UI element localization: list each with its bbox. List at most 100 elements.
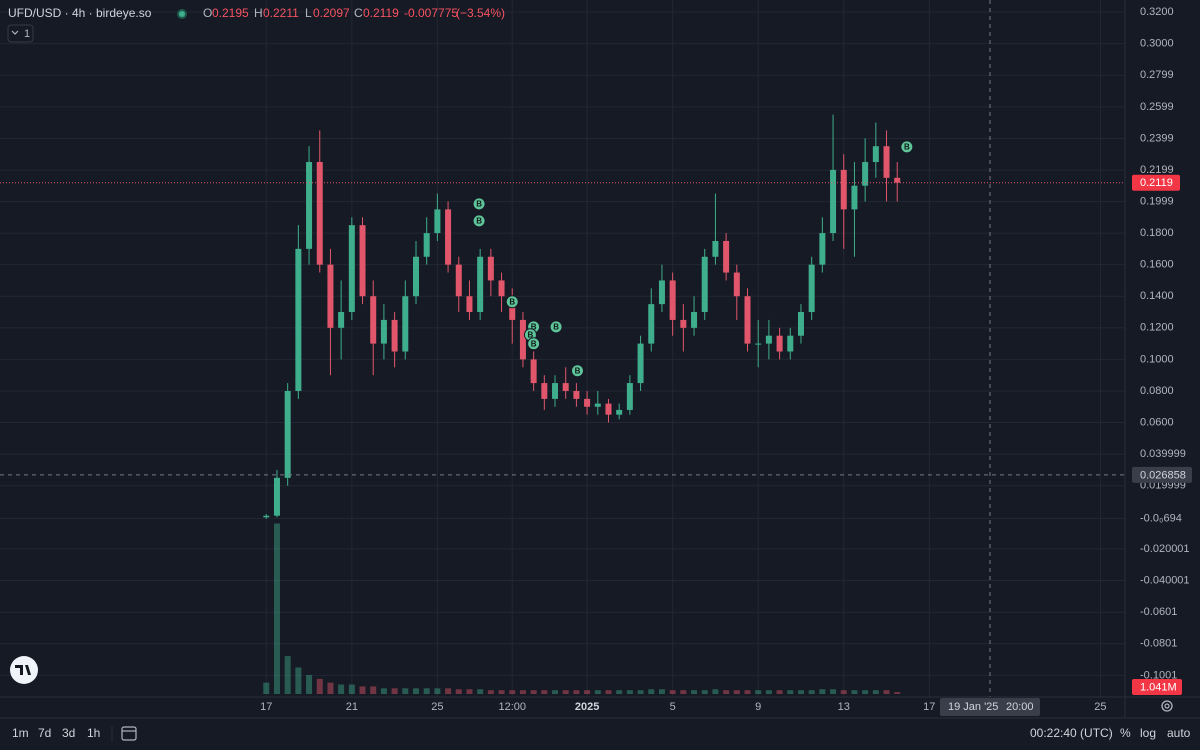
candle-body bbox=[584, 398, 591, 407]
candle-body bbox=[808, 264, 815, 313]
x-tick-label: 5 bbox=[670, 701, 676, 713]
y-tick-label: -0.040001 bbox=[1140, 574, 1190, 586]
x-tick-label: 17 bbox=[923, 701, 935, 713]
range-button[interactable]: 7d bbox=[38, 726, 51, 740]
volume-pane bbox=[263, 523, 901, 694]
marker-label: B bbox=[575, 366, 581, 375]
volume-bar bbox=[284, 656, 291, 694]
range-button[interactable]: 3d bbox=[62, 726, 75, 740]
ohlc-low: 0.2097 bbox=[313, 6, 350, 20]
candle-body bbox=[455, 264, 462, 297]
ohlc-l-label: L bbox=[305, 6, 312, 20]
y-tick-label: 0.1400 bbox=[1140, 290, 1174, 302]
volume-bar bbox=[851, 690, 858, 694]
volume-bar bbox=[648, 689, 655, 694]
volume-bar bbox=[584, 690, 591, 694]
ohlc-o-label: O bbox=[203, 6, 212, 20]
gear bbox=[1161, 700, 1173, 712]
settings-icon[interactable] bbox=[1161, 700, 1173, 712]
marker-label: B bbox=[553, 322, 559, 331]
marker-label: B bbox=[528, 330, 534, 339]
crosshair-price-label: 0.026858 bbox=[1140, 469, 1186, 481]
candle-body bbox=[380, 319, 387, 344]
auto-toggle[interactable]: auto bbox=[1167, 726, 1191, 740]
volume-bar bbox=[819, 689, 826, 694]
buy-marker: B bbox=[549, 320, 563, 334]
log-toggle[interactable]: log bbox=[1140, 726, 1156, 740]
buy-marker: B bbox=[472, 197, 486, 211]
volume-bar bbox=[691, 690, 698, 694]
candle-body bbox=[755, 343, 762, 345]
candle-body bbox=[263, 515, 270, 518]
candle-body bbox=[605, 403, 612, 415]
candle-body bbox=[712, 240, 719, 257]
volume-bar bbox=[562, 690, 569, 694]
candle-body bbox=[316, 162, 323, 265]
candle-body bbox=[830, 169, 837, 234]
volume-bar bbox=[263, 682, 270, 694]
candle-body bbox=[765, 335, 772, 344]
candle-body bbox=[434, 209, 441, 234]
y-tick-label: 0.1200 bbox=[1140, 322, 1174, 334]
volume-bar bbox=[830, 689, 837, 694]
status-dot bbox=[179, 11, 185, 17]
volume-bar bbox=[455, 689, 462, 694]
buy-marker: B bbox=[527, 337, 541, 351]
volume-bar bbox=[552, 690, 559, 694]
candle-body bbox=[797, 312, 804, 336]
y-tick-label: 0.2399 bbox=[1140, 132, 1174, 144]
volume-bar bbox=[530, 690, 537, 694]
y-tick-label: -0.0801 bbox=[1140, 638, 1177, 650]
marker-label: B bbox=[509, 297, 515, 306]
volume-bar bbox=[797, 690, 804, 694]
collapse-button[interactable] bbox=[7, 24, 34, 43]
volume-bar bbox=[755, 690, 762, 694]
candle-body bbox=[541, 383, 548, 399]
collapse-count: 1 bbox=[24, 28, 30, 40]
crosshair-time: 20:00 bbox=[1006, 701, 1034, 713]
y-tick-label: 0.3200 bbox=[1140, 6, 1174, 18]
volume-bar bbox=[477, 689, 484, 694]
x-tick-label: 2025 bbox=[575, 701, 599, 713]
volume-bar bbox=[712, 689, 719, 694]
ohlc-change-percent: (−3.54%) bbox=[456, 6, 505, 20]
volume-bar bbox=[680, 690, 687, 694]
marker-circle bbox=[472, 197, 486, 211]
buy-marker: B bbox=[505, 295, 519, 309]
volume-bar bbox=[744, 690, 751, 694]
ohlc-legend: O 0.2195 H 0.2211 L 0.2097 C 0.2119 -0.007775(−3… bbox=[203, 6, 505, 20]
range-button[interactable]: 1h bbox=[87, 726, 100, 740]
volume-bar bbox=[306, 675, 313, 694]
candle-body bbox=[391, 319, 398, 352]
volume-bar bbox=[316, 678, 323, 694]
tv-logo[interactable] bbox=[10, 656, 38, 684]
volume-bar bbox=[273, 523, 280, 694]
candle-body bbox=[466, 296, 473, 313]
buy-marker: B bbox=[900, 140, 914, 154]
candle-body bbox=[862, 162, 869, 186]
candle-body bbox=[552, 383, 559, 399]
volume-bar bbox=[872, 690, 879, 694]
y-tick-label: 0.1999 bbox=[1140, 196, 1174, 208]
y-tick-label: -0.0601 bbox=[1140, 606, 1177, 618]
gear-hub bbox=[1164, 703, 1170, 709]
percent-toggle[interactable]: % bbox=[1120, 726, 1131, 740]
marker-circle bbox=[527, 337, 541, 351]
candle-body bbox=[872, 146, 879, 163]
x-tick-label: 21 bbox=[346, 701, 358, 713]
candle-body bbox=[284, 390, 291, 478]
y-tick-label: 0.2199 bbox=[1140, 164, 1174, 176]
volume-bar bbox=[466, 689, 473, 694]
ohlc-change: -0.007775 bbox=[404, 6, 458, 20]
candle-body bbox=[402, 296, 409, 352]
marker-circle bbox=[505, 295, 519, 309]
last-price-badge bbox=[1132, 174, 1180, 191]
range-button[interactable]: 1m bbox=[12, 726, 29, 740]
marker-circle bbox=[900, 140, 914, 154]
candle-body bbox=[851, 185, 858, 210]
crosshair-price-badge bbox=[1132, 466, 1192, 483]
candle-body bbox=[327, 264, 334, 328]
calendar-icon[interactable] bbox=[121, 726, 137, 741]
volume-bar bbox=[862, 690, 869, 694]
candle-body bbox=[573, 390, 580, 399]
